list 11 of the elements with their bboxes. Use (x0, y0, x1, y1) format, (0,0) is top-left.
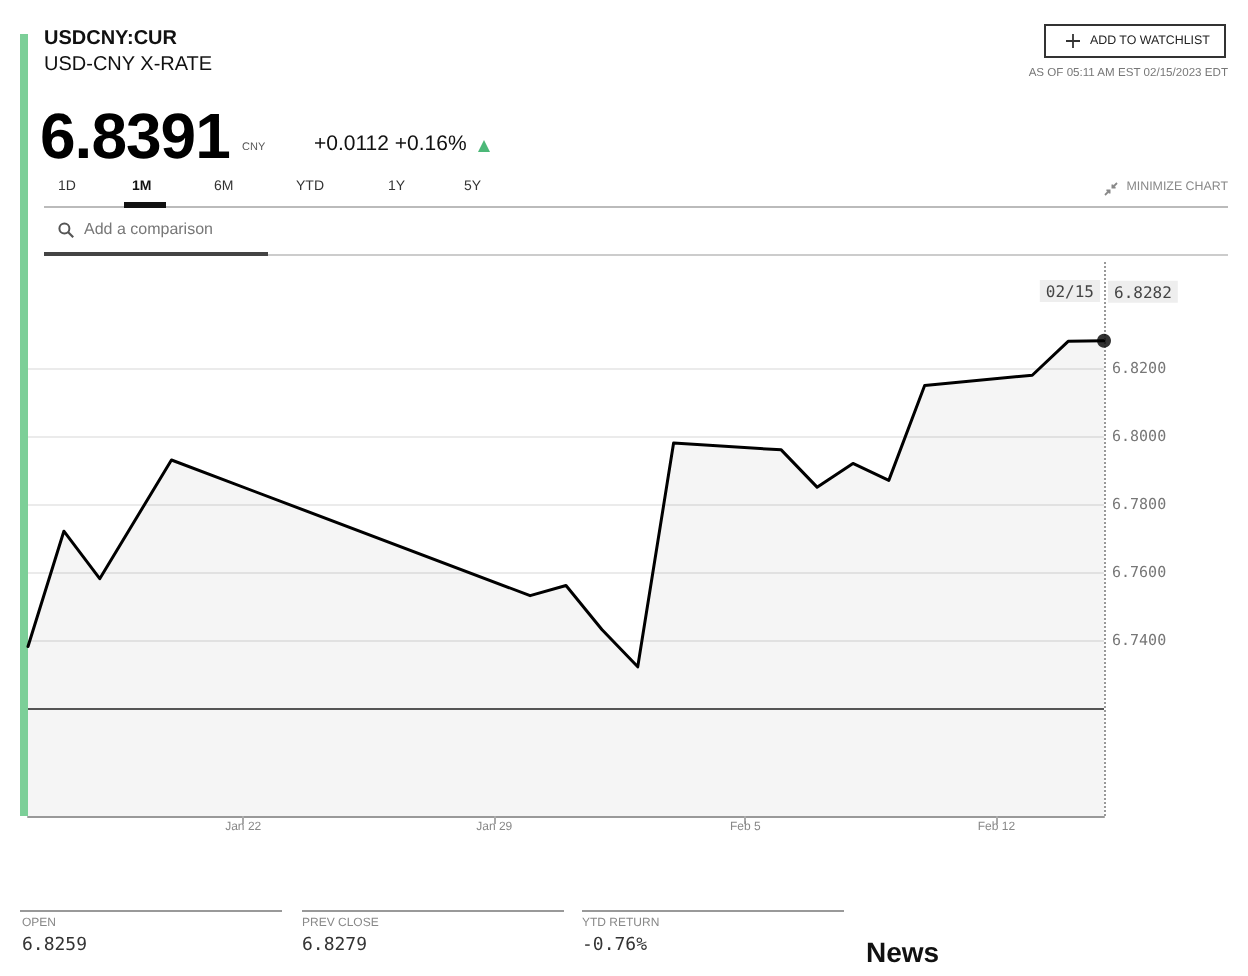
text: 6.8279 (302, 936, 368, 956)
text: Add a comparison (84, 220, 213, 238)
text: +0.0112 +0.16% (314, 132, 467, 156)
text: -0.76% (582, 936, 648, 956)
chart-title: USDCNY:CUR (44, 28, 177, 50)
text: 6.8259 (22, 936, 88, 956)
ref-line-label: 02/15 (1045, 283, 1095, 301)
annotation: 6.8282 (1114, 283, 1173, 302)
chart-subtitle: USD-CNY X-RATE (44, 54, 213, 76)
text: 6.8391 (40, 100, 230, 172)
text: News (866, 936, 940, 968)
